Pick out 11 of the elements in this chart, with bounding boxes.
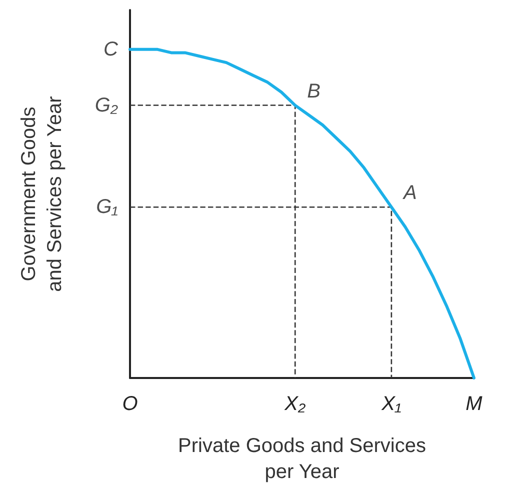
x-axis-title: Private Goods and Services per Year [178, 435, 426, 483]
annotation: B [307, 80, 320, 102]
x-tick-label: X₂ [284, 393, 306, 415]
text: G₁ [96, 196, 118, 218]
annotation: C [104, 38, 119, 60]
y-axis-title: Government Goods and Services per Year [18, 96, 66, 292]
x-tick-label: X₁ [380, 393, 402, 415]
text: G₂ [94, 94, 118, 116]
x-tick-label: O [122, 393, 138, 415]
annotation: A [402, 182, 417, 204]
x-tick-label: M [466, 393, 483, 415]
